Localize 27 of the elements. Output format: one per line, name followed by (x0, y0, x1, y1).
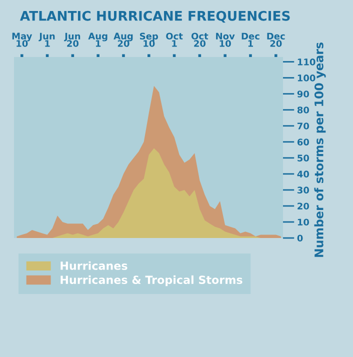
y-tick-label: 40 (297, 170, 310, 178)
y-tick-label: 80 (297, 106, 310, 114)
x-tick-label: Jun 20 (64, 32, 80, 47)
x-tick-label: Nov 10 (216, 32, 235, 47)
y-tick-label: 20 (298, 202, 310, 210)
y-tick-label: 10 (298, 218, 310, 226)
x-tick-label: Oct 1 (166, 32, 183, 47)
x-tick-label: Dec 20 (267, 32, 285, 47)
x-tick-label: Jun 1 (38, 32, 55, 47)
y-axis-title: Number of storms per 100 years (314, 42, 326, 257)
x-tick-label: Dec 1 (242, 32, 260, 47)
x-tick-label: May 10 (12, 32, 32, 47)
y-tick-label: 90 (297, 90, 310, 98)
chart-title: ATLANTIC HURRICANE FREQUENCIES (20, 10, 290, 23)
y-tick-label: 70 (297, 122, 310, 130)
y-tick-label: 30 (297, 186, 310, 194)
x-tick-label: Aug 20 (114, 32, 133, 47)
y-tick-label: 50 (298, 154, 310, 162)
x-tick-label: Oct 20 (191, 32, 208, 47)
legend-label: Hurricanes & Tropical Storms (60, 275, 242, 286)
y-tick-label: 100 (298, 74, 316, 82)
y-tick-label: 60 (297, 138, 310, 146)
y-tick-label: 0 (297, 234, 303, 242)
x-tick-label: Sep 10 (140, 32, 158, 47)
y-tick-label: 110 (298, 58, 316, 66)
legend-label: Hurricanes (60, 261, 128, 270)
x-tick-label: Aug 1 (88, 32, 108, 47)
